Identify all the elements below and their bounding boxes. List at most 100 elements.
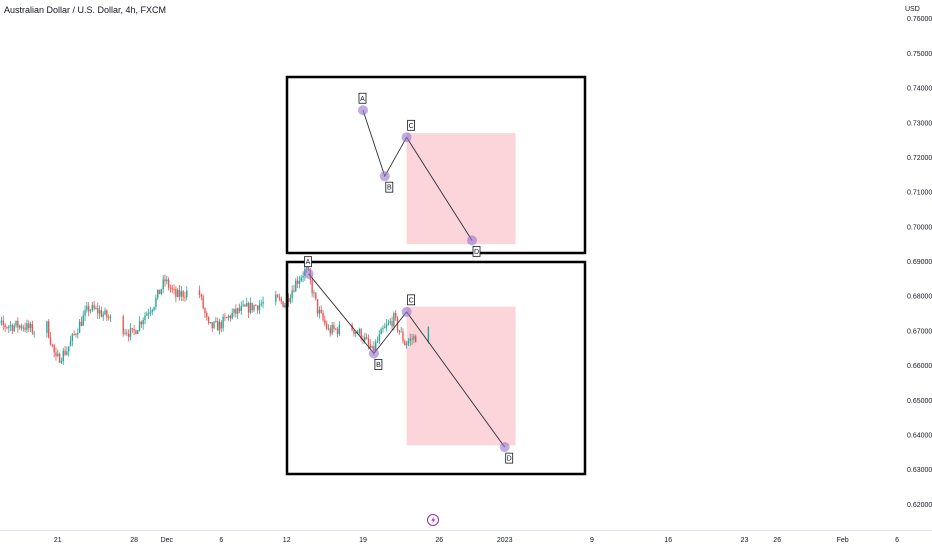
candle [21, 324, 22, 331]
candle [3, 316, 4, 330]
candle [257, 305, 258, 314]
candle [48, 319, 49, 338]
candle [75, 333, 76, 338]
candle [141, 320, 142, 328]
price-tick-label: 0.74000 [907, 86, 932, 93]
candle [104, 308, 105, 316]
target-zone[interactable] [407, 307, 516, 446]
candle [384, 323, 385, 329]
price-tick-label: 0.64000 [907, 432, 932, 439]
candle [248, 302, 249, 318]
candle [233, 308, 234, 316]
candle [299, 276, 300, 288]
candle [81, 317, 82, 327]
symbol-title: Australian Dollar / U.S. Dollar, 4h, FXC… [4, 5, 166, 15]
pattern-point[interactable] [358, 105, 368, 115]
candle [317, 299, 318, 317]
price-tick-label: 0.68000 [907, 294, 932, 301]
candle [230, 314, 231, 321]
candle [380, 327, 381, 334]
candle [124, 329, 125, 335]
candle [17, 317, 18, 332]
candle [63, 348, 64, 365]
candle [79, 319, 80, 333]
candle [70, 336, 71, 347]
candle [222, 314, 223, 332]
pattern-point[interactable] [402, 132, 412, 142]
time-tick-label: 28 [130, 537, 138, 544]
candle [50, 332, 51, 346]
time-tick-label: 26 [435, 537, 443, 544]
candle [221, 320, 222, 332]
candle [92, 302, 93, 312]
candle [23, 325, 24, 332]
candle [126, 329, 127, 336]
candle [132, 328, 133, 333]
candle [90, 309, 91, 314]
candle [152, 309, 153, 315]
candle [402, 328, 403, 343]
candle [355, 332, 356, 337]
candle [64, 346, 65, 356]
pattern-point[interactable] [369, 348, 379, 358]
candle [215, 317, 216, 323]
pattern-point[interactable] [500, 442, 510, 452]
candle [46, 321, 47, 338]
candle [33, 331, 34, 338]
price-tick-label: 0.75000 [907, 51, 932, 58]
candle [179, 285, 180, 301]
candle [10, 321, 11, 331]
lightning-icon[interactable] [428, 515, 439, 526]
candle [186, 286, 187, 300]
candle [239, 304, 240, 314]
candle [284, 303, 285, 308]
candle [313, 290, 314, 298]
candle [224, 313, 225, 321]
candle [251, 303, 252, 313]
candle [242, 300, 243, 307]
price-tick-label: 0.66000 [907, 363, 932, 370]
candle [93, 301, 94, 311]
pattern-point-label: A [359, 93, 366, 103]
price-tick-label: 0.70000 [907, 224, 932, 231]
candle [253, 305, 254, 312]
candle [184, 292, 185, 302]
pattern-point[interactable] [380, 171, 390, 181]
price-tick-label: 0.63000 [907, 467, 932, 474]
candle [8, 325, 9, 333]
candle [142, 318, 143, 330]
candle [101, 307, 102, 318]
candle [275, 291, 276, 305]
candle [259, 300, 260, 314]
pattern-point[interactable] [467, 235, 477, 245]
candle [106, 309, 107, 321]
pattern-point[interactable] [402, 307, 412, 317]
candle [170, 284, 171, 292]
candle [366, 333, 367, 339]
candle [12, 324, 13, 335]
pattern-point-label: D [506, 453, 513, 463]
candle [246, 298, 247, 307]
candle [279, 294, 280, 301]
pattern-point[interactable] [304, 269, 314, 279]
time-tick-label: Feb [837, 537, 849, 544]
pattern-point-label: A [305, 257, 312, 267]
candle [15, 321, 16, 328]
candle [379, 330, 380, 344]
candle [255, 304, 256, 306]
target-zone[interactable] [407, 133, 516, 244]
candle [235, 304, 236, 317]
candle [261, 300, 262, 307]
candle [331, 322, 332, 335]
candle [277, 294, 278, 298]
candle [53, 344, 54, 357]
candle [353, 330, 354, 336]
time-tick-label: 16 [664, 537, 672, 544]
candle [324, 316, 325, 327]
candle [144, 312, 145, 324]
candle [168, 277, 169, 290]
candle [301, 275, 302, 282]
candle [295, 278, 296, 291]
